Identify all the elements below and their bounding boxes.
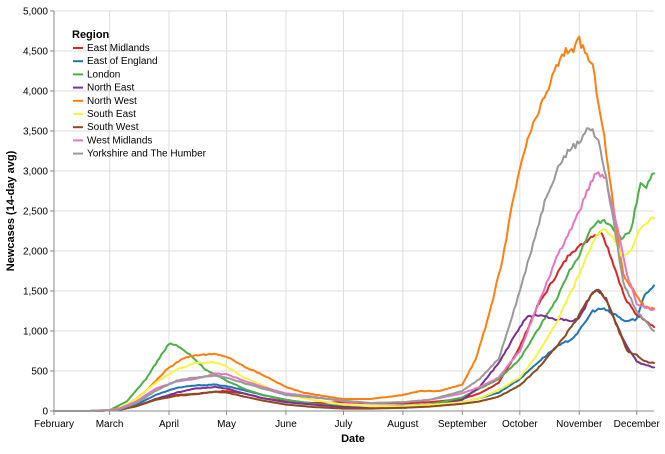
y-tick-label: 2,500 — [23, 207, 48, 218]
legend-label[interactable]: North West — [87, 96, 137, 107]
y-tick-label: 3,000 — [23, 167, 48, 178]
x-tick-label: October — [502, 419, 538, 430]
legend-label[interactable]: Yorkshire and The Humber — [87, 149, 207, 160]
x-tick-label: May — [217, 419, 236, 430]
y-tick-label: 5,000 — [23, 7, 48, 18]
x-tick-label: August — [387, 419, 418, 430]
series-line-london[interactable] — [53, 172, 655, 412]
y-tick-label: 4,000 — [23, 87, 48, 98]
y-tick-label: 0 — [42, 407, 48, 418]
y-tick-label: 3,500 — [23, 127, 48, 138]
legend-label[interactable]: London — [87, 69, 120, 80]
x-tick-label: March — [96, 419, 124, 430]
x-tick-label: July — [335, 419, 353, 430]
grid-layer — [53, 10, 654, 412]
legend-label[interactable]: South East — [87, 109, 136, 120]
series-line-east-midlands[interactable] — [53, 230, 655, 412]
legend-label[interactable]: East Midlands — [87, 43, 150, 54]
x-tick-label: April — [159, 419, 179, 430]
x-tick-label: February — [34, 419, 74, 430]
legend-label[interactable]: North East — [87, 83, 134, 94]
y-axis-title: Newcases (14-day avg) — [5, 150, 17, 271]
series-line-yorkshire-and-the-humber[interactable] — [53, 127, 655, 412]
y-tick-label: 4,500 — [23, 47, 48, 58]
legend-label[interactable]: South West — [87, 122, 139, 133]
series-line-west-midlands[interactable] — [53, 171, 655, 412]
x-tick-label: June — [275, 419, 297, 430]
legend-label[interactable]: West Midlands — [87, 135, 152, 146]
legend[interactable]: Region East Midlands East of England London… — [72, 29, 207, 160]
legend-title: Region — [72, 29, 110, 41]
y-tick-label: 1,500 — [23, 287, 48, 298]
y-tick-label: 500 — [31, 367, 48, 378]
x-tick-label: November — [556, 419, 603, 430]
legend-label[interactable]: East of England — [87, 56, 158, 67]
series-layer — [53, 35, 655, 412]
x-tick-label: September — [438, 419, 488, 430]
series-line-south-west[interactable] — [53, 288, 655, 412]
series-line-south-east[interactable] — [53, 216, 655, 412]
x-axis-title: Date — [341, 433, 365, 445]
x-tick-label: December — [614, 419, 661, 430]
y-tick-label: 1,000 — [23, 327, 48, 338]
series-line-north-west[interactable] — [53, 35, 655, 412]
y-tick-label: 2,000 — [23, 247, 48, 258]
